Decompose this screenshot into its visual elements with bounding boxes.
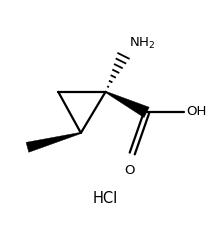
Text: O: O — [124, 164, 134, 178]
Text: NH$_2$: NH$_2$ — [129, 36, 156, 51]
Polygon shape — [105, 91, 149, 117]
Text: OH: OH — [187, 105, 207, 118]
Polygon shape — [26, 132, 81, 152]
Text: HCl: HCl — [93, 191, 118, 206]
